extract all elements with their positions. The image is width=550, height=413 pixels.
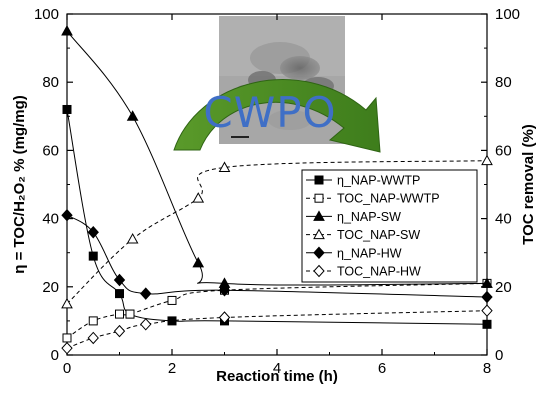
data-point (481, 290, 493, 304)
legend-entry: η_NAP-WWTP (306, 174, 420, 188)
data-point (482, 319, 492, 329)
x-tick-label: 0 (63, 360, 71, 377)
series-4 (61, 208, 493, 304)
legend-entry: TOC_NAP-HW (306, 265, 421, 279)
data-point (87, 225, 99, 239)
legend-marker (314, 175, 324, 185)
data-point (62, 104, 72, 114)
y-right-tick-label: 100 (495, 6, 520, 23)
legend-label: TOC_NAP-SW (337, 228, 420, 242)
data-point (126, 110, 139, 121)
legend-marker (313, 228, 325, 240)
x-axis-title: Reaction time (h) (216, 368, 338, 385)
data-point (218, 311, 231, 324)
data-point (481, 154, 493, 166)
legend-marker (314, 193, 324, 203)
data-point (192, 256, 205, 268)
data-point (125, 309, 135, 319)
series-line (66, 109, 488, 325)
data-point (218, 283, 231, 297)
legend-marker (313, 264, 325, 278)
y-tick-label: 80 (42, 74, 59, 91)
green-arrow-icon (173, 79, 381, 153)
data-point (481, 304, 493, 317)
data-point (140, 287, 152, 300)
legend-marker (313, 246, 325, 260)
data-point (88, 316, 98, 326)
series-5 (61, 304, 493, 355)
data-point (218, 161, 231, 172)
legend-entry: TOC_NAP-WWTP (306, 192, 440, 206)
y-right-tick-label: 80 (495, 74, 512, 91)
legend-label: η_NAP-SW (337, 210, 401, 224)
x-tick-label: 2 (168, 360, 176, 377)
y-axis-title-right: TOC removal (%) (520, 124, 537, 245)
y-tick-label: 100 (34, 6, 59, 23)
series-line (66, 30, 488, 286)
legend-entry: η_NAP-HW (306, 246, 402, 260)
data-point (61, 341, 73, 355)
data-point (61, 208, 73, 222)
data-point (61, 297, 73, 309)
data-point (62, 333, 72, 343)
legend-label: η_NAP-WWTP (337, 174, 420, 188)
data-point (88, 251, 98, 261)
x-tick-label: 8 (483, 360, 491, 377)
data-point (192, 192, 205, 203)
series-line (66, 282, 488, 339)
y-tick-label: 60 (42, 142, 59, 159)
data-point (61, 25, 73, 36)
legend-entry: η_NAP-SW (306, 210, 401, 224)
data-point (115, 289, 124, 299)
data-point (126, 233, 139, 244)
y-tick-label: 0 (51, 347, 59, 364)
data-point (113, 324, 126, 338)
legend-marker (313, 210, 325, 221)
y-right-tick-label: 0 (495, 347, 503, 364)
y-tick-label: 40 (42, 211, 59, 228)
data-point (115, 309, 124, 319)
y-right-tick-label: 60 (495, 142, 512, 159)
legend-label: TOC_NAP-HW (337, 265, 421, 279)
data-point (167, 295, 177, 305)
x-tick-label: 6 (378, 360, 386, 377)
data-point (87, 331, 99, 345)
legend-entry: TOC_NAP-SW (306, 228, 420, 242)
series-2 (61, 25, 493, 288)
data-point (140, 318, 152, 331)
y-right-tick-label: 40 (495, 211, 512, 228)
x-tick-label: 4 (273, 360, 281, 377)
legend-label: η_NAP-HW (337, 246, 402, 260)
data-point (113, 273, 126, 287)
y-tick-label: 20 (42, 279, 59, 296)
series-line (66, 160, 488, 305)
y-right-tick-label: 20 (495, 279, 512, 296)
legend-label: TOC_NAP-WWTP (337, 192, 440, 206)
data-point (481, 277, 493, 288)
cwpo-label: CWPO (203, 88, 336, 137)
legend: η_NAP-WWTP TOC_NAP-WWTP η_NAP-SW TOC_NAP-SW… (301, 169, 478, 283)
y-axis-title-left: η = TOC/H₂O₂ % (mg/mg) (11, 95, 28, 273)
legend-box (301, 169, 478, 283)
series-3 (61, 154, 493, 309)
